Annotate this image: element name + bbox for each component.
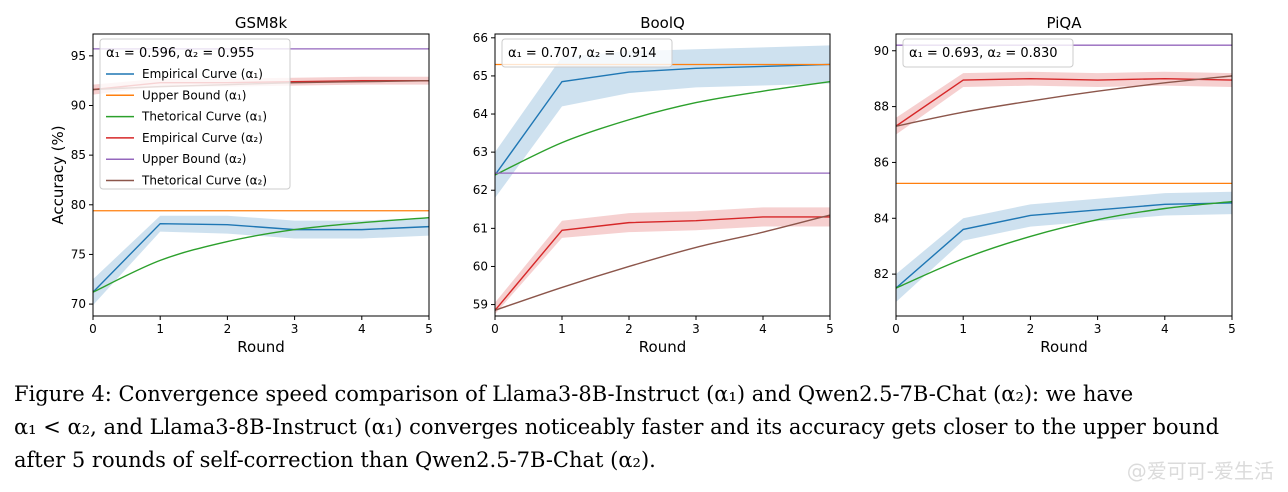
legend-entry-label: Thetorical Curve (α₂) (141, 174, 267, 188)
x-tick-label: 2 (224, 322, 232, 336)
legend-entry-label: Thetorical Curve (α₁) (141, 110, 267, 124)
x-tick-label: 3 (1094, 322, 1102, 336)
plot-area (896, 44, 1232, 303)
alpha-annotation: α₁ = 0.707, α₂ = 0.914 (508, 46, 657, 61)
alpha-annotation: α₁ = 0.596, α₂ = 0.955 (106, 46, 255, 61)
x-tick-label: 1 (156, 322, 164, 336)
series-3-empirical-line (495, 216, 830, 311)
y-tick-label: 88 (874, 100, 889, 114)
caption-line-1: Figure 4: Convergence speed comparison o… (14, 382, 1134, 406)
y-tick-label: 90 (71, 98, 86, 112)
y-tick-label: 75 (71, 247, 86, 261)
legend-entry-label: Upper Bound (α₁) (142, 88, 246, 102)
y-tick-label: 59 (473, 298, 488, 312)
plot-frame (494, 33, 831, 317)
x-tick-label: 4 (358, 322, 366, 336)
alpha-annotation: α₁ = 0.693, α₂ = 0.830 (909, 46, 1058, 61)
x-tick-label: 4 (1161, 322, 1169, 336)
y-axis-label: Accuracy (%) (49, 125, 67, 224)
chart-title: GSM8k (235, 14, 288, 32)
figure-charts: 0 1 2 3 4 5 70 75 80 85 90 95 GSM8k Round Accuracy (%)… (49, 14, 1236, 356)
x-tick-label: 5 (425, 322, 433, 336)
caption-line-3: after 5 rounds of self-correction than Q… (14, 448, 656, 472)
x-tick-label: 4 (759, 322, 767, 336)
series-3-confidence-band (495, 207, 830, 315)
x-tick-label: 0 (491, 322, 499, 336)
chart-title: PiQA (1047, 14, 1083, 32)
y-tick-label: 64 (473, 107, 488, 121)
chart-title: BoolQ (640, 14, 685, 32)
y-tick-label: 70 (71, 297, 86, 311)
series-2-theoretical-line (93, 216, 429, 293)
x-axis-label: Round (237, 338, 284, 356)
y-tick-label: 60 (473, 259, 488, 273)
series-3-empirical-line (896, 77, 1232, 127)
figure-caption: Figure 4: Convergence speed comparison o… (14, 378, 1276, 477)
watermark: @爱可可-爱生活 (1126, 459, 1274, 483)
legend-box (501, 38, 673, 68)
series-5-theoretical-line (896, 75, 1232, 127)
y-tick-label: 85 (71, 148, 86, 162)
legend-box (902, 38, 1074, 68)
x-tick-label: 5 (1228, 322, 1236, 336)
series-0-empirical-line (93, 222, 429, 293)
x-axis-label: Round (1040, 338, 1087, 356)
x-tick-label: 0 (892, 322, 900, 336)
x-axis-label: Round (639, 338, 686, 356)
series-2-theoretical-line (896, 200, 1232, 289)
y-tick-label: 61 (473, 221, 488, 235)
y-tick-label: 63 (473, 145, 488, 159)
series-0-empirical-line (495, 63, 830, 176)
legend-box (99, 38, 291, 190)
series-0-confidence-band (495, 45, 830, 198)
plot-frame (895, 33, 1233, 317)
x-tick-label: 2 (1027, 322, 1035, 336)
y-tick-label: 90 (874, 44, 889, 58)
x-tick-label: 1 (558, 322, 566, 336)
legend-entry-label: Empirical Curve (α₁) (142, 67, 263, 81)
x-tick-label: 3 (692, 322, 700, 336)
legend-entry-label: Empirical Curve (α₂) (142, 131, 263, 145)
caption-line-2: α₁ < α₂, and Llama3-8B-Instruct (α₁) con… (14, 415, 1220, 439)
y-tick-label: 80 (71, 198, 86, 212)
y-tick-label: 95 (71, 49, 86, 63)
y-tick-label: 86 (874, 155, 889, 169)
chart-panel-boolq: 0 1 2 3 4 5 59 60 61 62 63 64 65 66 BoolQ Round α₁ = 0.7… (473, 14, 834, 356)
y-tick-label: 84 (874, 211, 889, 225)
series-0-confidence-band (93, 215, 429, 306)
chart-panel-gsm8k: 0 1 2 3 4 5 70 75 80 85 90 95 GSM8k Round Accuracy (%)… (49, 14, 433, 356)
plot-area (495, 45, 830, 315)
y-tick-label: 66 (473, 31, 488, 45)
series-2-theoretical-line (495, 80, 830, 176)
series-3-confidence-band (896, 71, 1232, 135)
x-tick-label: 3 (291, 322, 299, 336)
legend-entry-label: Upper Bound (α₂) (142, 152, 246, 166)
y-tick-label: 82 (874, 267, 889, 281)
chart-panel-piqa: 0 1 2 3 4 5 82 84 86 88 90 PiQA Round α₁ = 0.693, α₂ … (874, 14, 1236, 356)
x-tick-label: 5 (826, 322, 834, 336)
series-5-theoretical-line (495, 214, 830, 311)
series-0-empirical-line (896, 202, 1232, 289)
y-tick-label: 62 (473, 183, 488, 197)
x-tick-label: 2 (625, 322, 633, 336)
x-tick-label: 1 (959, 322, 967, 336)
plot-frame (92, 33, 430, 317)
y-tick-label: 65 (473, 69, 488, 83)
x-tick-label: 0 (89, 322, 97, 336)
series-0-confidence-band (896, 191, 1232, 303)
